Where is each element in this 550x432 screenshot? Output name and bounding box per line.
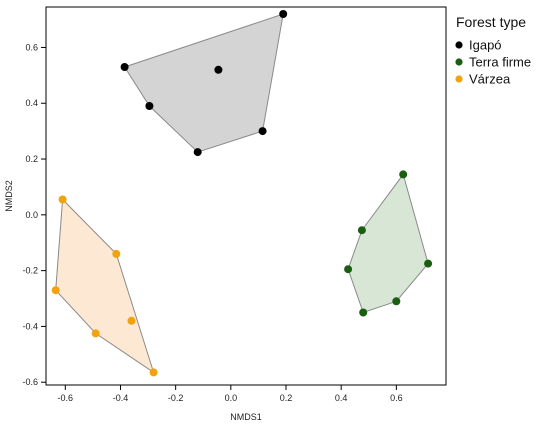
data-point-series-1-5 bbox=[359, 308, 368, 317]
x-tick-label: 0.4 bbox=[335, 393, 348, 403]
y-tick-label: -0.4 bbox=[22, 321, 38, 331]
legend-swatch bbox=[455, 41, 463, 49]
data-point-series-1-3 bbox=[424, 259, 433, 268]
hull-series-2 bbox=[55, 198, 155, 374]
data-point-series-1-1 bbox=[357, 226, 366, 235]
data-point-series-0-4 bbox=[258, 127, 267, 136]
data-point-series-0-1 bbox=[120, 63, 129, 71]
hull-series-1 bbox=[347, 173, 429, 314]
data-point-series-2-0 bbox=[58, 195, 67, 204]
hull-series-0 bbox=[123, 13, 284, 153]
data-point-series-0-3 bbox=[145, 102, 154, 110]
legend-title: Forest type bbox=[456, 14, 526, 30]
x-tick-label: 0.2 bbox=[280, 393, 293, 403]
y-tick-label: 0.4 bbox=[25, 98, 38, 108]
legend-label: Várzea bbox=[469, 72, 511, 87]
data-point-series-0-5 bbox=[193, 148, 202, 157]
data-point-series-1-4 bbox=[392, 297, 401, 306]
plot-frame bbox=[45, 6, 447, 386]
data-point-series-2-4 bbox=[91, 329, 100, 338]
x-tick-label: 0.6 bbox=[390, 393, 403, 403]
x-tick-label: -0.6 bbox=[58, 393, 74, 403]
x-tick-label: -0.4 bbox=[113, 393, 129, 403]
data-point-series-1-2 bbox=[344, 265, 353, 274]
y-tick-label: 0.2 bbox=[25, 154, 38, 164]
data-point-series-2-5 bbox=[149, 368, 158, 377]
y-tick-label: -0.6 bbox=[22, 377, 38, 387]
legend: Forest type Igapó Terra firme Várzea bbox=[455, 14, 531, 87]
legend-label: Terra firme bbox=[469, 55, 531, 70]
y-tick-label: 0.6 bbox=[25, 42, 38, 52]
x-tick-label: 0.0 bbox=[225, 393, 238, 403]
legend-swatch bbox=[455, 58, 463, 66]
legend-items: Igapó Terra firme Várzea bbox=[455, 38, 531, 87]
hull-layer bbox=[55, 13, 429, 374]
x-axis: -0.6 -0.4 -0.2 0.0 0.2 0.4 0.6 bbox=[58, 385, 403, 403]
point-layer bbox=[51, 10, 433, 377]
data-point-series-0-2 bbox=[214, 65, 223, 74]
x-tick-label: -0.2 bbox=[168, 393, 184, 403]
y-tick-label: 0.0 bbox=[25, 210, 38, 220]
data-point-series-2-1 bbox=[112, 249, 121, 258]
data-point-series-2-2 bbox=[51, 286, 60, 295]
data-point-series-2-3 bbox=[127, 316, 136, 325]
x-axis-title: NMDS1 bbox=[230, 412, 262, 422]
y-axis: -0.6 -0.4 -0.2 0.0 0.2 0.4 0.6 bbox=[22, 42, 46, 387]
data-point-series-1-0 bbox=[399, 170, 408, 179]
y-axis-title: NMDS2 bbox=[4, 180, 14, 212]
data-point-series-0-0 bbox=[279, 10, 288, 18]
legend-label: Igapó bbox=[469, 38, 502, 53]
y-tick-label: -0.2 bbox=[22, 266, 38, 276]
legend-swatch bbox=[455, 75, 463, 83]
